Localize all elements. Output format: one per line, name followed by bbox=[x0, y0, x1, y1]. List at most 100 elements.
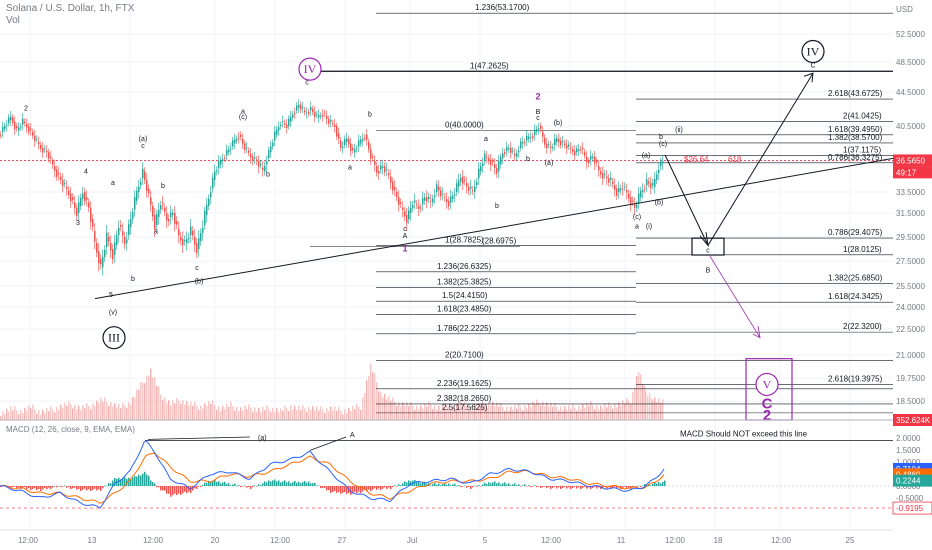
fib-level-label: 1.236(53.1700) bbox=[475, 3, 530, 12]
macd-histogram-bar bbox=[502, 483, 504, 486]
macd-histogram-bar bbox=[96, 486, 98, 491]
macd-histogram-bar bbox=[336, 486, 338, 493]
wave-label: (a) bbox=[545, 160, 554, 167]
fib-level-label: 1.382(25.3825) bbox=[437, 278, 492, 287]
macd-histogram-bar bbox=[610, 486, 612, 490]
macd-histogram-bar bbox=[540, 486, 542, 489]
volume-bar bbox=[42, 409, 44, 420]
macd-histogram-bar bbox=[246, 486, 248, 488]
macd-histogram-bar bbox=[440, 485, 442, 486]
time-axis-label: 12:00 bbox=[270, 536, 291, 545]
candle-body bbox=[414, 200, 416, 203]
volume-bar bbox=[586, 402, 588, 420]
macd-histogram-bar bbox=[150, 480, 152, 486]
macd-histogram-bar bbox=[162, 486, 164, 491]
candle-body bbox=[622, 188, 624, 190]
price-axis-tick-label: 31.5000 bbox=[896, 209, 925, 218]
candle-body bbox=[364, 137, 366, 139]
macd-value-tag-label: -0.9195 bbox=[896, 504, 924, 513]
wave-label: c bbox=[403, 226, 407, 233]
macd-histogram-bar bbox=[494, 481, 496, 486]
volume-bar bbox=[72, 408, 74, 420]
candle-body bbox=[36, 138, 38, 140]
volume-bar bbox=[226, 403, 228, 420]
volume-bar bbox=[382, 397, 384, 420]
macd-histogram-bar bbox=[72, 486, 74, 489]
circled-wave-marker bbox=[755, 372, 779, 397]
macd-histogram-bar bbox=[558, 486, 560, 488]
volume-bar bbox=[384, 394, 386, 420]
candle-body bbox=[236, 138, 238, 141]
candle-body bbox=[126, 239, 128, 243]
candle-body bbox=[446, 199, 448, 202]
volume-bar bbox=[322, 409, 324, 420]
volume-bar bbox=[146, 375, 148, 420]
volume-bar bbox=[478, 403, 480, 420]
candle-body bbox=[136, 190, 138, 201]
candle-body bbox=[616, 188, 618, 196]
volume-bar bbox=[484, 404, 486, 420]
volume-bar bbox=[468, 410, 470, 420]
candle-body bbox=[572, 149, 574, 152]
candle-body bbox=[138, 186, 140, 192]
candle-body bbox=[444, 197, 446, 199]
purple-projection bbox=[709, 255, 761, 338]
macd-histogram-bar bbox=[452, 484, 454, 486]
volume-bar bbox=[292, 409, 294, 420]
volume-bar bbox=[88, 406, 90, 420]
wave-label: b bbox=[659, 134, 663, 141]
macd-pane[interactable]: MACD (12, 26, close, 9, EMA, EMA) MACD Sh… bbox=[0, 425, 893, 509]
candle-body bbox=[312, 109, 314, 112]
time-axis[interactable]: 12:00 13 12:00 20 12:00 27 Jul 5 12:00 11 12:00 18 1… bbox=[0, 529, 893, 545]
volume-bar bbox=[118, 403, 120, 420]
macd-histogram-bar bbox=[138, 474, 140, 486]
macd-histogram-bar bbox=[606, 486, 608, 489]
price-axis-tick-label: 33.5000 bbox=[896, 188, 925, 197]
volume-bar bbox=[56, 407, 58, 420]
candle-body bbox=[530, 137, 532, 139]
macd-histogram-bar bbox=[570, 486, 572, 490]
volume-bar bbox=[202, 408, 204, 420]
price-pane[interactable]: 1.236(53.1700)1(47.2625)2.618(43.6725)2(… bbox=[0, 0, 894, 530]
macd-value-tag bbox=[892, 501, 932, 515]
volume-bar bbox=[306, 411, 308, 420]
volume-bar bbox=[208, 400, 210, 420]
candle-body bbox=[6, 125, 8, 127]
candle-body bbox=[606, 176, 608, 179]
candle-body bbox=[578, 149, 580, 151]
price-axis[interactable]: USD52.500048.500044.500040.500036.500033… bbox=[892, 0, 932, 550]
candle-body bbox=[354, 149, 356, 153]
macd-histogram-bar bbox=[316, 485, 318, 487]
candle-body bbox=[194, 237, 196, 245]
candle-body bbox=[188, 237, 190, 239]
candle-body bbox=[320, 115, 322, 117]
candle-body bbox=[462, 176, 464, 184]
volume-bar bbox=[120, 408, 122, 420]
candle-body bbox=[360, 139, 362, 144]
time-axis-label: 5 bbox=[483, 536, 488, 545]
volume-bar bbox=[642, 384, 644, 420]
volume-bar bbox=[574, 407, 576, 420]
candle-body bbox=[388, 173, 390, 176]
macd-histogram-bar bbox=[298, 481, 300, 486]
candle-body bbox=[284, 123, 286, 125]
macd-histogram-bar bbox=[346, 486, 348, 494]
macd-histogram-bar bbox=[394, 485, 396, 486]
volume-bar bbox=[194, 401, 196, 420]
volume-bar bbox=[284, 405, 286, 420]
candle-body bbox=[252, 156, 254, 162]
candle-body bbox=[494, 164, 496, 168]
candle-body bbox=[394, 186, 396, 190]
macd-histogram-bar bbox=[44, 486, 46, 488]
candle-body bbox=[558, 139, 560, 142]
volume-bar bbox=[134, 397, 136, 420]
macd-histogram-bar bbox=[174, 486, 176, 494]
macd-histogram-bar bbox=[188, 486, 190, 492]
candle-body bbox=[600, 171, 602, 175]
candle-body bbox=[484, 153, 486, 161]
volume-bar bbox=[220, 411, 222, 420]
time-axis-label: 12:00 bbox=[541, 536, 562, 545]
candle-body bbox=[440, 190, 442, 197]
candle-body bbox=[158, 209, 160, 217]
